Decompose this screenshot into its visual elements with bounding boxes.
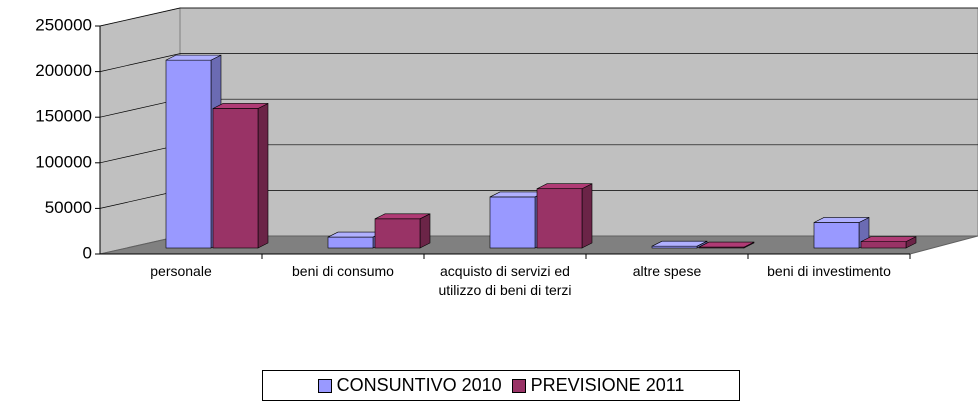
bar-top <box>860 236 917 242</box>
bar <box>536 183 593 249</box>
x-tick-label: acquisto di servizi ed utilizzo di beni … <box>438 263 572 298</box>
bar <box>860 236 917 249</box>
y-tick-label: 150000 <box>35 107 92 126</box>
y-tick-label: 50000 <box>45 198 92 217</box>
bar <box>698 241 755 249</box>
bar-top <box>374 213 431 220</box>
y-tick-label: 0 <box>83 243 92 262</box>
x-tick-label: personale <box>150 263 212 279</box>
bar-front <box>813 222 860 249</box>
bar-top <box>165 54 222 61</box>
legend: CONSUNTIVO 2010 PREVISIONE 2011 <box>262 370 740 401</box>
y-tick-label: 200000 <box>35 61 92 80</box>
y-tick-label: 100000 <box>35 152 92 171</box>
bar-top <box>698 241 755 248</box>
legend-swatch <box>317 378 332 393</box>
bar-side <box>419 213 431 249</box>
bar-front <box>327 236 374 249</box>
legend-item: CONSUNTIVO 2010 <box>317 375 502 396</box>
bar-top <box>536 183 593 190</box>
bar-front <box>536 188 583 249</box>
bar-side <box>257 102 269 249</box>
bar <box>374 213 431 249</box>
x-tick-label: altre spese <box>632 263 702 279</box>
bar-top <box>212 103 269 109</box>
y-tick-label: 250000 <box>35 15 92 34</box>
bar-front <box>489 196 536 249</box>
bar-top <box>651 240 708 247</box>
bar-front <box>165 59 212 249</box>
bar-front <box>860 241 907 249</box>
grid-line <box>99 7 978 27</box>
legend-item: PREVISIONE 2011 <box>511 375 685 396</box>
x-tick-label: beni di consumo <box>292 263 394 279</box>
bar-side <box>581 183 593 249</box>
legend-label: PREVISIONE 2011 <box>530 375 685 395</box>
bar-front <box>212 108 259 249</box>
bar-front <box>374 218 421 249</box>
bar-top <box>813 217 870 223</box>
legend-swatch <box>511 378 526 393</box>
legend-label: CONSUNTIVO 2010 <box>336 375 502 395</box>
bar <box>212 102 269 249</box>
x-tick-label: beni di investimento <box>767 263 891 279</box>
grid-line <box>99 53 978 72</box>
bar <box>651 240 708 249</box>
